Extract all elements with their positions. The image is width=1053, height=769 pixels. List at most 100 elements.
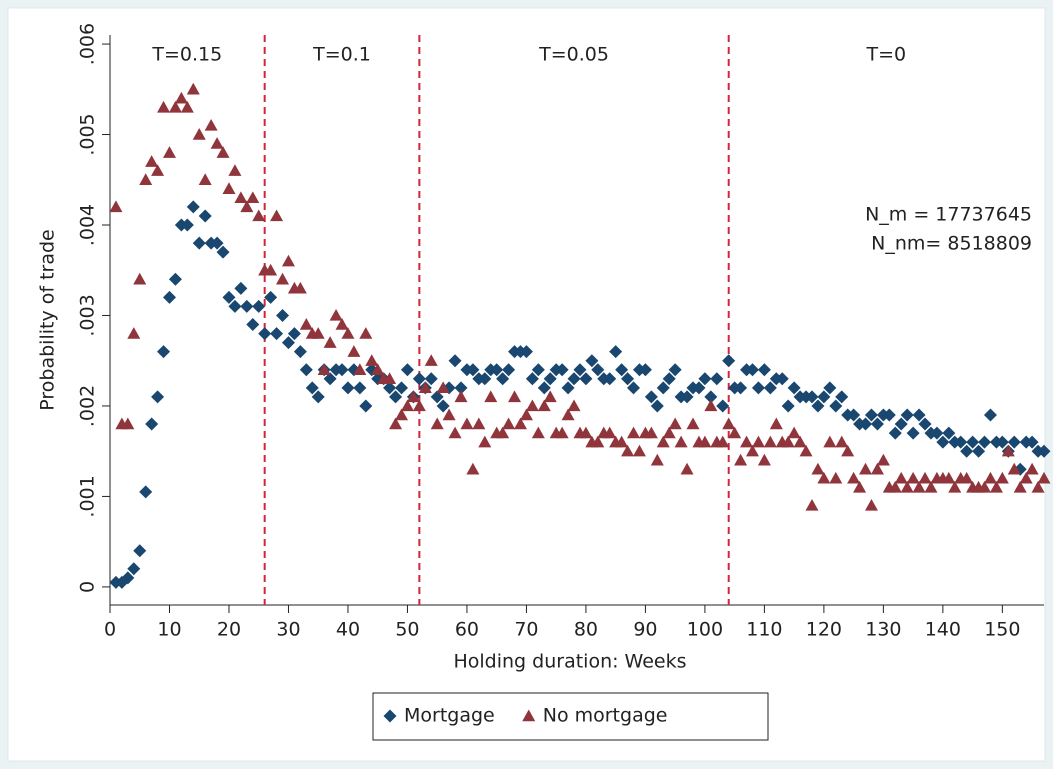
point [496,372,510,386]
point [829,399,843,413]
point [1001,444,1015,457]
point [823,435,837,448]
point [686,417,700,430]
legend-label: Mortgage [404,705,495,727]
chart-background [7,7,1046,762]
point [745,363,759,377]
point [555,426,569,439]
point [192,128,206,140]
point [192,236,206,250]
point [204,118,218,131]
y-tick-label: 0 [77,581,99,593]
point [847,471,861,484]
point [805,390,819,404]
point [763,435,777,448]
point [531,426,545,439]
point [365,354,379,366]
x-tick-label: 20 [217,619,241,641]
point [335,318,349,330]
legend-box [372,692,769,741]
y-axis-title: Probability of trade [37,229,59,410]
point [823,381,837,395]
point [371,363,385,375]
point [650,399,664,413]
point [817,471,831,484]
point [448,426,462,439]
point [389,390,403,404]
region-label: T=0 [866,44,907,66]
point [829,471,843,484]
legend-marker [522,709,536,722]
point [430,390,444,404]
point [591,363,605,377]
point [983,408,997,422]
x-tick-label: 130 [865,619,901,641]
point [603,372,617,386]
point [502,363,516,377]
point [930,426,944,440]
point [900,408,914,422]
point [478,372,492,386]
point [395,408,409,421]
point [508,390,522,403]
point [841,444,855,457]
point [799,444,813,457]
point [216,146,230,158]
point [978,480,992,493]
point [341,327,355,339]
point [983,471,997,484]
point [454,390,468,403]
point [359,399,373,413]
point [751,381,765,395]
point [531,363,545,377]
point [811,399,825,413]
x-tick-label: 90 [633,619,657,641]
point [109,200,123,213]
point [246,191,260,204]
point [198,209,212,223]
point [781,399,795,413]
point [912,480,926,493]
point [960,444,974,458]
point [763,381,777,395]
point [918,471,932,484]
point [627,381,641,395]
point [847,408,861,422]
point [698,435,712,448]
point [543,372,557,386]
point [454,381,468,395]
point [353,363,367,375]
point [228,299,242,313]
point [466,363,480,377]
point [222,182,236,195]
annotation: N_nm= 8518809 [871,233,1032,255]
point [151,164,165,176]
point [519,408,533,421]
point [513,417,527,430]
point [740,435,754,448]
point [1037,444,1051,458]
point [395,381,409,395]
point [472,417,486,430]
x-tick-label: 110 [746,619,782,641]
point [162,146,176,158]
point [787,426,801,439]
point [210,137,224,149]
point [151,390,165,404]
point [258,327,272,341]
point [121,571,135,585]
point [168,100,182,113]
point [757,453,771,466]
point [644,390,658,404]
x-tick-label: 70 [514,619,538,641]
point [466,462,480,475]
point [704,399,718,412]
point [323,336,337,348]
point [692,381,706,395]
point [359,327,373,339]
point [180,100,194,113]
y-tick-label: .003 [77,294,99,336]
point [145,155,159,167]
point [389,417,403,430]
